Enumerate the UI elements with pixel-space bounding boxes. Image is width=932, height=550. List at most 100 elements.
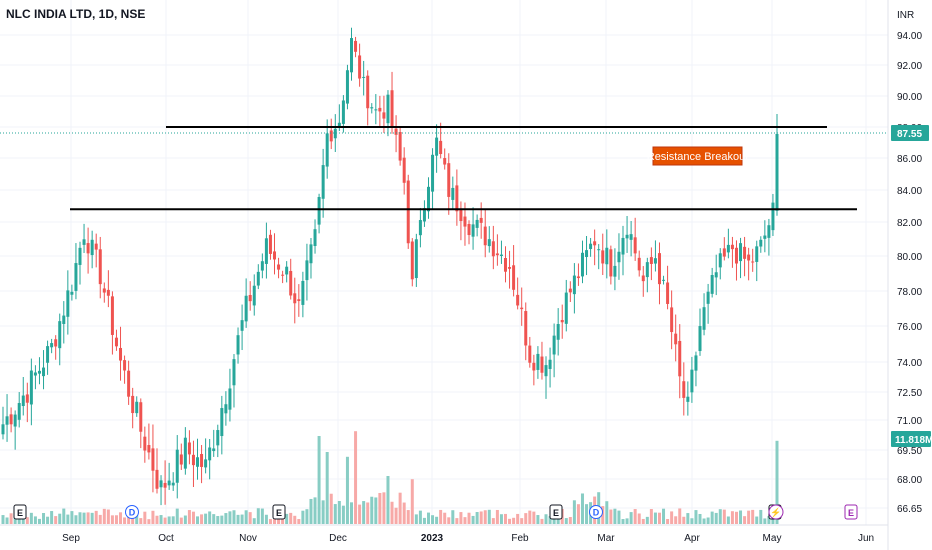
volume-bar: [520, 518, 524, 524]
volume-bar: [763, 518, 767, 524]
volume-bar: [451, 510, 455, 524]
candle-body: [114, 337, 118, 347]
volume-bar: [568, 517, 572, 524]
resistance-lines[interactable]: [70, 126, 857, 211]
volume-bar: [495, 509, 499, 524]
volume-bar: [479, 511, 483, 524]
candle-body: [589, 243, 593, 249]
volume-bar: [293, 515, 297, 524]
candle-body: [459, 209, 463, 222]
volume-bar: [329, 493, 333, 524]
candle-body: [694, 355, 698, 371]
volume-bar: [645, 516, 649, 524]
candle-body: [714, 272, 718, 278]
earnings-marker-label: E: [848, 508, 854, 518]
candle-body: [175, 449, 179, 483]
earnings-marker-label: E: [553, 508, 559, 518]
candle-body: [670, 307, 674, 333]
volume-bar: [33, 516, 37, 524]
candle-body: [686, 396, 690, 402]
volume-bar: [528, 510, 532, 524]
candle-body: [256, 271, 260, 286]
candle-body: [503, 258, 507, 272]
volume-bar: [564, 518, 568, 524]
price-tick-label: 71.00: [897, 416, 922, 427]
candle-body: [21, 395, 25, 407]
candle-body: [1, 424, 5, 435]
volume-bar: [224, 513, 228, 524]
candle-body: [350, 38, 354, 73]
last-price-tag: 87.55: [891, 125, 929, 141]
volume-bar: [260, 508, 264, 524]
volume-bar: [544, 514, 548, 524]
earnings-marker-label: E: [17, 508, 23, 518]
resistance-breakout-annotation[interactable]: Resistance Breakout: [647, 146, 749, 166]
volume-bar: [256, 508, 260, 524]
time-axis[interactable]: Sep Oct Nov Dec 2023 Feb Mar Apr May Jun: [62, 533, 874, 544]
volume-bar: [621, 519, 625, 524]
candle-body: [662, 279, 666, 281]
volume-bar: [204, 513, 208, 524]
candle-body: [544, 365, 548, 377]
volume-bar: [508, 518, 512, 524]
candle-body: [576, 276, 580, 279]
candle-body: [374, 109, 378, 111]
volume-bar: [78, 512, 82, 524]
volume-bar: [516, 513, 520, 524]
grid: [0, 0, 889, 550]
candle-body: [491, 241, 495, 257]
price-tick-label: 82.00: [897, 218, 922, 229]
candle-body: [46, 346, 50, 363]
candle-body: [9, 414, 13, 425]
volume-bar: [426, 512, 430, 524]
candle-body: [629, 234, 633, 240]
candle-body: [674, 333, 678, 345]
price-axis[interactable]: 94.0092.0090.0088.0086.0084.0082.0080.00…: [897, 31, 922, 515]
candle-body: [597, 249, 601, 251]
candle-body: [609, 249, 613, 277]
candle-body: [183, 437, 187, 469]
volume-bar: [171, 516, 175, 524]
candle-body: [653, 258, 657, 264]
volume-bar: [341, 505, 345, 524]
candle-body: [123, 360, 127, 371]
dividend-marker: [125, 505, 139, 519]
time-tick-label: Nov: [239, 533, 257, 544]
volume-bar: [25, 517, 29, 524]
volume-bar: [151, 510, 155, 524]
volume-bar: [374, 497, 378, 524]
candle-body: [649, 257, 653, 264]
volume-bar: [273, 519, 277, 524]
volume-bar: [305, 509, 309, 524]
candle-body: [293, 293, 297, 304]
candle-body: [771, 202, 775, 231]
volume-bar: [629, 512, 633, 524]
candle-body: [499, 254, 503, 256]
candle-body: [471, 224, 475, 237]
candle-body: [281, 274, 285, 276]
candle-body: [17, 403, 21, 420]
candle-body: [220, 408, 224, 437]
event-markers[interactable]: EDEEDE⚡E: [13, 504, 858, 520]
volume-bar: [98, 514, 102, 524]
candle-body: [147, 445, 151, 453]
candle-body: [163, 482, 167, 488]
candle-body: [564, 292, 568, 324]
volume-bar: [325, 452, 329, 524]
candle-body: [718, 253, 722, 268]
volume-bar: [455, 518, 459, 524]
price-tick-label: 86.00: [897, 154, 922, 165]
candle-body: [74, 263, 78, 291]
volume-bar: [714, 512, 718, 524]
candle-body: [309, 244, 313, 264]
volume-bar: [690, 518, 694, 524]
volume-bar: [459, 512, 463, 524]
candle-body: [625, 234, 629, 239]
earnings-marker: [844, 504, 858, 520]
volume-bar: [163, 517, 167, 524]
candle-body: [240, 320, 244, 331]
volume-bar: [175, 508, 179, 524]
candle-body: [321, 165, 325, 199]
volume-bar: [730, 511, 734, 524]
